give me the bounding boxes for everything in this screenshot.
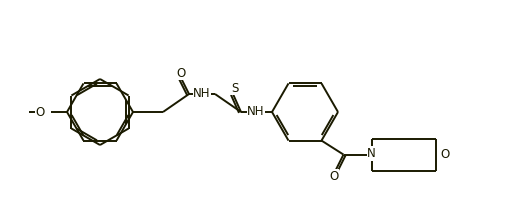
Text: O: O	[440, 148, 450, 161]
Text: O: O	[36, 106, 45, 118]
Text: S: S	[231, 82, 239, 95]
Text: N: N	[367, 147, 376, 160]
Text: O: O	[329, 170, 338, 183]
Text: O: O	[176, 67, 185, 80]
Text: NH: NH	[247, 105, 265, 118]
Text: NH: NH	[193, 86, 211, 99]
